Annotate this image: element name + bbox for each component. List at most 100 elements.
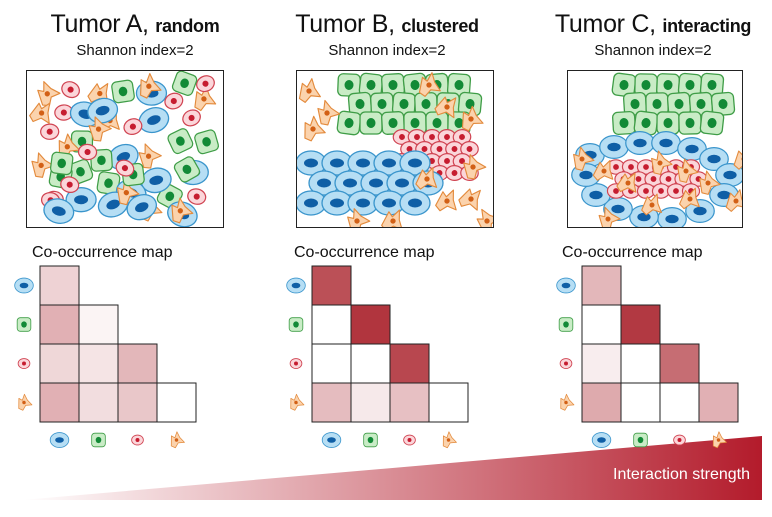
matrix-cell-3-0 <box>581 382 622 423</box>
panel-tumor-c: Tumor C, interacting Shannon index=2 <box>528 0 772 430</box>
green-cell <box>699 72 725 98</box>
panel-title-main: Tumor C, <box>554 10 663 38</box>
shannon-index: Shannon index=2 <box>328 42 446 59</box>
orange-cell <box>476 208 493 227</box>
panel-title-main: Tumor B, <box>295 10 402 38</box>
orange-cell <box>592 160 614 181</box>
matrix-cell-2-0 <box>581 343 622 384</box>
matrix-cell-1-0 <box>311 304 352 345</box>
co-occurrence-label: Co-occurrence map <box>32 244 173 261</box>
green-cell <box>446 72 472 98</box>
green-cell <box>612 111 636 135</box>
panel-title-main: Tumor A, <box>50 10 156 38</box>
green-cell <box>710 91 736 117</box>
blue-cell <box>399 150 431 176</box>
matrix-cell-1-1 <box>350 304 391 345</box>
green-cell <box>633 432 648 448</box>
orange-cell <box>725 189 742 212</box>
matrix-cell-0-0 <box>311 265 352 306</box>
blue-cell <box>625 130 655 156</box>
green-cell <box>173 156 201 183</box>
green-cell <box>49 151 74 176</box>
red-cell <box>403 434 416 446</box>
blue-cell <box>699 146 729 172</box>
matrix-cell-3-3 <box>428 382 469 423</box>
green-cell <box>337 73 361 97</box>
panel-title: Tumor C, interacting <box>528 10 772 39</box>
blue-cell <box>347 190 379 216</box>
blue-cell <box>49 432 70 448</box>
matrix-cell-2-2 <box>659 343 700 384</box>
matrix-cell-3-3 <box>698 382 739 423</box>
red-cell <box>452 129 472 145</box>
orange-cell <box>699 170 721 195</box>
orange-cell <box>418 72 441 97</box>
orange-cell <box>31 152 55 178</box>
shannon-index: Shannon index=2 <box>76 42 194 59</box>
orange-cell <box>463 154 487 180</box>
green-cell <box>359 111 383 135</box>
matrix-cell-0-0 <box>581 265 622 306</box>
green-cell <box>336 110 362 136</box>
orange-cell <box>461 105 484 132</box>
red-cell <box>131 434 144 446</box>
tissue-image <box>296 70 494 228</box>
orange-cell <box>29 102 51 124</box>
matrix-cell-2-1 <box>350 343 391 384</box>
orange-cell <box>573 146 595 171</box>
orange-cell <box>616 172 637 193</box>
red-cell <box>61 81 80 99</box>
orange-cell <box>37 81 61 107</box>
orange-cell <box>194 85 217 112</box>
blue-cell <box>14 277 34 294</box>
blue-cell <box>386 170 418 196</box>
red-cell <box>606 159 626 175</box>
blue-cell <box>126 194 157 221</box>
panel-tumor-a: Tumor A, random Shannon index=2 <box>10 0 260 430</box>
blue-cell <box>65 187 97 213</box>
matrix-cell-2-1 <box>620 343 661 384</box>
blue-cell <box>399 190 431 216</box>
red-cell <box>289 358 303 369</box>
orange-cell <box>170 431 185 449</box>
co-occurrence-matrix <box>556 262 742 454</box>
green-cell <box>96 171 121 196</box>
panel-title: Tumor A, random <box>10 10 260 39</box>
green-cell <box>167 128 194 155</box>
red-cell <box>187 188 207 205</box>
orange-cell <box>677 158 699 183</box>
blue-cell <box>321 190 353 216</box>
matrix-cell-3-2 <box>659 382 700 423</box>
orange-cell <box>415 167 438 190</box>
red-cell <box>673 434 686 446</box>
red-cell <box>636 183 656 199</box>
orange-cell <box>641 193 662 216</box>
green-cell <box>611 72 637 98</box>
panel-title-pattern: random <box>155 16 220 36</box>
red-cell <box>115 159 135 177</box>
matrix-cell-2-0 <box>311 343 352 384</box>
blue-cell <box>138 107 170 134</box>
orange-cell <box>304 115 326 142</box>
orange-cell <box>651 150 673 175</box>
matrix-cell-3-2 <box>389 382 430 423</box>
gradient-triangle <box>22 436 762 500</box>
blue-cell <box>43 198 75 224</box>
green-cell <box>699 110 725 136</box>
matrix-cell-0-0 <box>39 265 80 306</box>
matrix-cell-1-1 <box>78 304 119 345</box>
red-cell <box>17 358 31 369</box>
blue-cell <box>556 277 576 294</box>
blue-cell <box>599 134 629 160</box>
orange-cell <box>298 78 321 103</box>
green-cell <box>457 91 483 117</box>
gradient-wedge <box>22 436 762 500</box>
matrix-cell-3-0 <box>39 382 80 423</box>
orange-cell <box>317 99 341 126</box>
blue-cell <box>657 206 687 227</box>
interaction-strength-gradient: Interaction strength <box>0 430 772 512</box>
matrix-cell-3-2 <box>117 382 158 423</box>
tissue-image <box>567 70 743 228</box>
matrix-cell-1-0 <box>39 304 80 345</box>
green-cell <box>363 432 378 448</box>
